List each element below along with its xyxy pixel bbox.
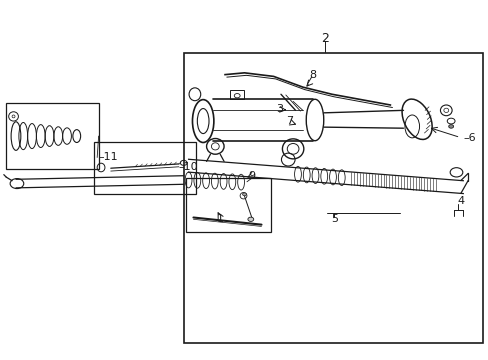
Bar [229,90,244,99]
Text: 1: 1 [216,214,223,224]
Ellipse shape [448,125,453,128]
Text: 7: 7 [285,116,292,126]
Bar [94,143,196,194]
Text: 3: 3 [276,104,283,113]
Bar [186,178,271,232]
Text: –10: –10 [179,162,198,172]
Text: 2: 2 [320,32,328,45]
Text: –6: –6 [462,133,475,143]
Text: 9: 9 [248,171,255,181]
Bar [6,103,99,169]
Text: –11: –11 [99,153,118,162]
Bar [183,53,482,342]
Ellipse shape [247,217,253,221]
Text: 4: 4 [456,197,464,206]
Text: 5: 5 [330,214,337,224]
Ellipse shape [242,193,246,196]
Text: 8: 8 [308,69,315,80]
